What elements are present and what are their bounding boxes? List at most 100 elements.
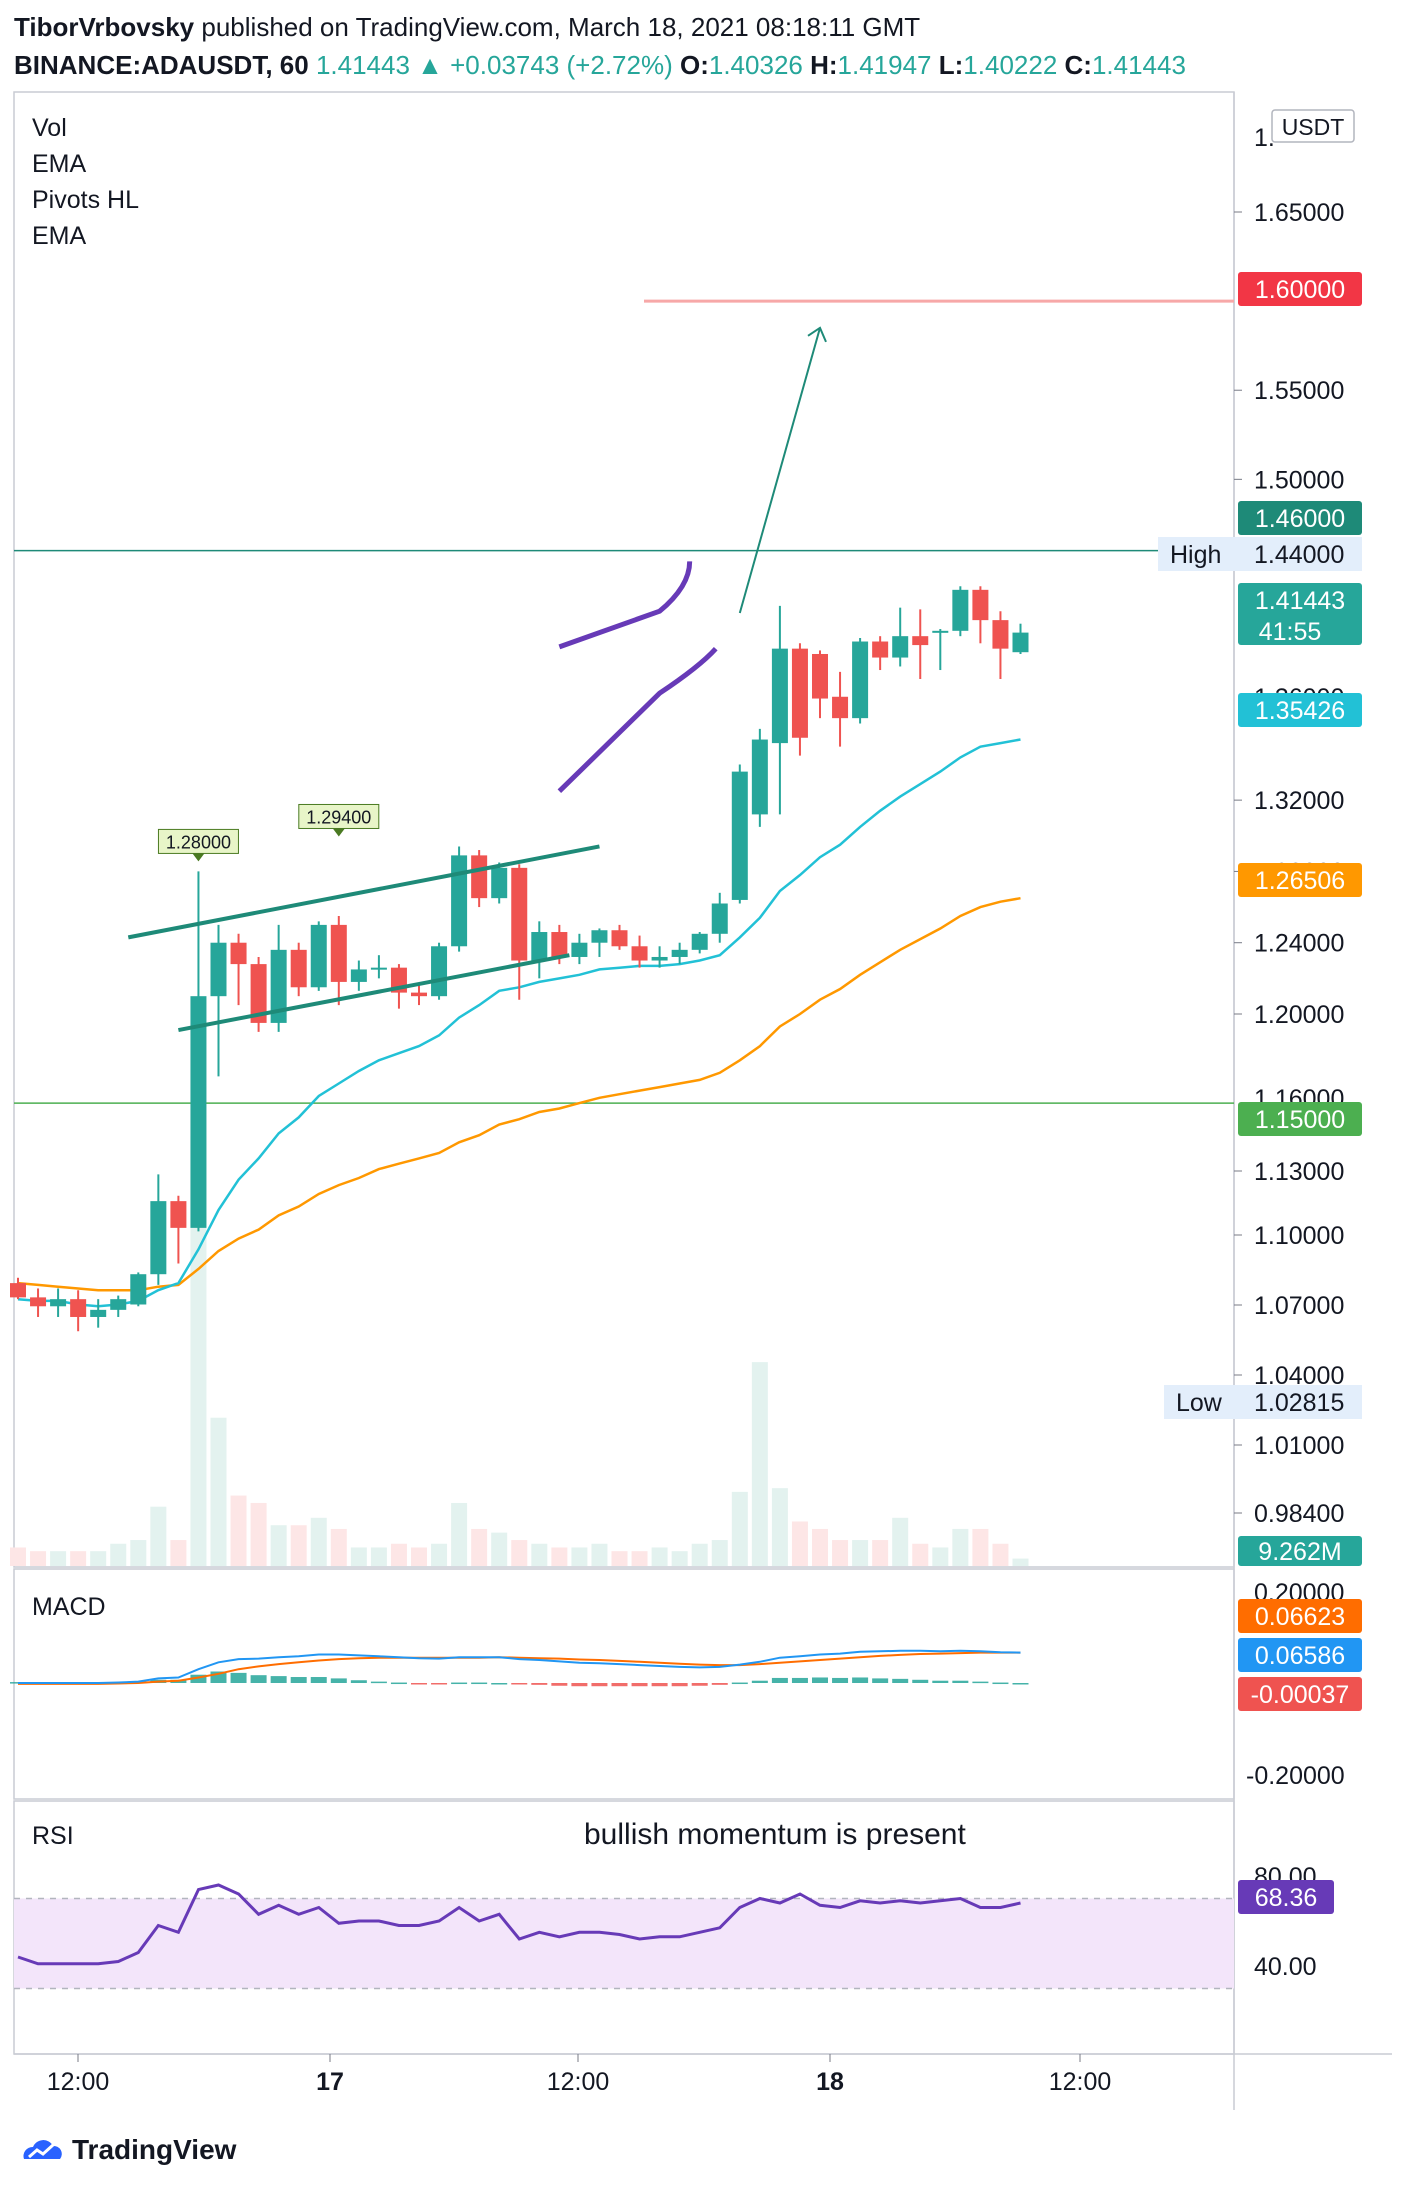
price-tick-label: 1.24000 — [1254, 930, 1344, 958]
candle-body — [872, 641, 889, 658]
macd-histogram-bar — [651, 1683, 668, 1687]
price-change: +0.03743 (+2.72%) — [450, 50, 673, 80]
badge-volume: 9.262M — [1258, 1538, 1341, 1566]
candle-body — [952, 589, 969, 631]
macd-histogram-bar — [731, 1682, 748, 1685]
legend-ema-2[interactable]: EMA — [32, 222, 87, 250]
candle-body — [350, 969, 367, 982]
candle-body — [571, 942, 588, 957]
macd-histogram-bar — [591, 1683, 608, 1687]
macd-badge-hist: -0.00037 — [1251, 1681, 1350, 1709]
macd-histogram-bar — [571, 1683, 588, 1687]
legend-vol[interactable]: Vol — [32, 114, 67, 142]
volume-bar — [571, 1547, 588, 1566]
time-tick-label: 12:00 — [547, 2068, 610, 2096]
rsi-annotation: bullish momentum is present — [584, 1818, 966, 1851]
candle-body — [431, 946, 448, 997]
ema-fast-line — [17, 738, 1021, 1308]
volume-bar — [972, 1528, 989, 1566]
macd-badge-signal: 0.06623 — [1255, 1603, 1345, 1631]
time-tick-label: 12:00 — [47, 2068, 110, 2096]
macd-histogram-bar — [631, 1683, 648, 1687]
volume-bar — [230, 1495, 247, 1566]
symbol-name[interactable]: BINANCE:ADAUSDT, 60 — [14, 50, 309, 80]
candle-body — [30, 1297, 47, 1307]
macd-histogram-bar — [210, 1671, 227, 1683]
pivot-value: 1.29400 — [306, 807, 371, 827]
high-value: 1.44000 — [1254, 541, 1344, 569]
macd-histogram-bar — [872, 1678, 889, 1683]
low-label: Low — [1176, 1389, 1223, 1417]
candle-body — [150, 1201, 167, 1275]
brand-name: TradingView — [72, 2134, 237, 2165]
candle-body — [290, 949, 307, 988]
candle-body — [972, 589, 989, 621]
ema-slow-line — [17, 896, 1021, 1292]
legend-pivots[interactable]: Pivots HL — [32, 186, 139, 214]
candle-body — [210, 942, 227, 997]
price-tick-label: 1.20000 — [1254, 1001, 1344, 1029]
price-tick-label: 1.07000 — [1254, 1292, 1344, 1320]
volume-bar — [511, 1540, 528, 1566]
macd-tick: -0.20000 — [1246, 1762, 1345, 1790]
candle-body — [491, 867, 508, 899]
legend-ema-1[interactable]: EMA — [32, 150, 87, 178]
price-tick-label: 1.01000 — [1254, 1432, 1344, 1460]
footer-brand[interactable]: TradingView — [20, 2134, 236, 2166]
volume-bar — [30, 1551, 47, 1566]
macd-histogram-bar — [451, 1682, 468, 1685]
volume-bar — [992, 1543, 1009, 1566]
tradingview-logo-icon — [23, 2140, 62, 2159]
pivot-pointer-icon — [192, 853, 205, 862]
high-label: High — [1170, 541, 1221, 569]
candle-body — [852, 641, 869, 719]
volume-bar — [611, 1551, 628, 1566]
wedge-lower-line — [557, 646, 718, 794]
badge-last-bg — [1238, 583, 1362, 645]
badge-1.46: 1.46000 — [1255, 505, 1345, 533]
volume-bar — [651, 1547, 668, 1566]
open-value: 1.40326 — [708, 50, 803, 80]
macd-histogram-bar — [511, 1683, 528, 1685]
badge-1.60: 1.60000 — [1255, 276, 1345, 304]
close-label: C: — [1064, 50, 1092, 80]
badge-1.46-bg — [1238, 501, 1362, 535]
candle-body — [10, 1283, 26, 1298]
volume-bar — [1012, 1558, 1029, 1566]
macd-histogram-bar — [411, 1683, 427, 1685]
macd-label[interactable]: MACD — [32, 1593, 106, 1621]
volume-bar — [290, 1525, 307, 1566]
rsi-label[interactable]: RSI — [32, 1822, 74, 1850]
volume-bar — [270, 1525, 287, 1566]
candle-body — [90, 1309, 107, 1317]
badge-ema-slow-bg — [1238, 863, 1362, 897]
volume-bar — [471, 1528, 488, 1566]
volume-bar — [350, 1547, 367, 1566]
last-price: 1.41443 — [315, 50, 410, 80]
volume-bar — [852, 1540, 869, 1566]
macd-histogram-bar — [471, 1682, 488, 1685]
candle-body — [611, 930, 628, 947]
macd-histogram-bar — [852, 1677, 869, 1683]
macd-histogram-bar — [370, 1681, 387, 1684]
pivot-value: 1.28000 — [166, 832, 231, 852]
candle-body — [651, 956, 668, 961]
macd-histogram-bar — [290, 1677, 307, 1683]
channel-upper-line — [127, 844, 600, 940]
volume-bar — [531, 1543, 548, 1566]
candle-body — [70, 1299, 87, 1317]
macd-histogram-bar — [832, 1677, 849, 1683]
time-tick-label: 12:00 — [1049, 2068, 1112, 2096]
author-name[interactable]: TiborVrbovsky — [14, 12, 195, 42]
candle-body — [731, 771, 748, 900]
candle-body — [631, 946, 648, 961]
volume-bar — [130, 1540, 147, 1566]
publish-header: TiborVrbovsky published on TradingView.c… — [14, 12, 920, 43]
volume-bar — [90, 1551, 107, 1566]
candle-body — [771, 648, 788, 744]
volume-bar — [751, 1362, 768, 1566]
projection-arrow-line — [738, 327, 821, 614]
volume-bar — [491, 1532, 508, 1566]
candle-body — [270, 949, 287, 1023]
